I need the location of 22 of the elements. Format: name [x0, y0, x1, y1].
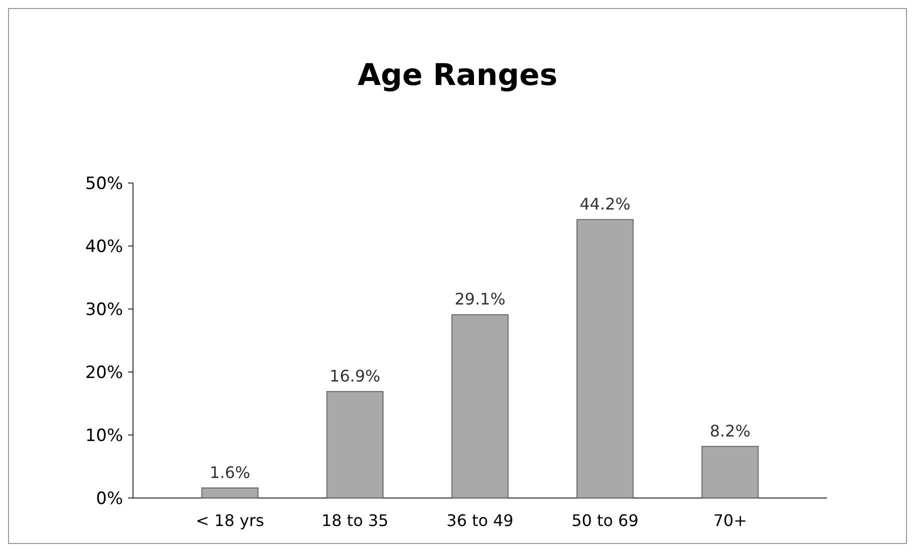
- data-label: 44.2%: [580, 194, 630, 214]
- y-tick-label: 30%: [85, 300, 123, 320]
- x-tick-label: 70+: [713, 511, 747, 530]
- y-tick-label: 20%: [85, 362, 123, 383]
- data-label: 16.9%: [330, 366, 380, 386]
- x-tick-label: 18 to 35: [321, 511, 388, 530]
- x-tick-label: < 18 yrs: [196, 511, 264, 530]
- y-tick-label: 50%: [85, 174, 123, 194]
- chart-title: Age Ranges: [358, 58, 558, 93]
- bar: [451, 314, 509, 498]
- bar: [576, 219, 634, 498]
- data-label: 29.1%: [454, 290, 506, 309]
- bar: [702, 446, 759, 498]
- y-tick-label: 10%: [85, 426, 123, 446]
- bar: [201, 488, 258, 498]
- x-tick-label: 50 to 69: [572, 511, 639, 530]
- data-label: 1.6%: [210, 462, 250, 482]
- y-tick-label: 40%: [85, 236, 123, 257]
- x-tick-label: 36 to 49: [446, 511, 514, 530]
- bar: [326, 391, 384, 498]
- y-tick-label: 0%: [96, 488, 123, 509]
- data-label: 8.2%: [710, 421, 750, 440]
